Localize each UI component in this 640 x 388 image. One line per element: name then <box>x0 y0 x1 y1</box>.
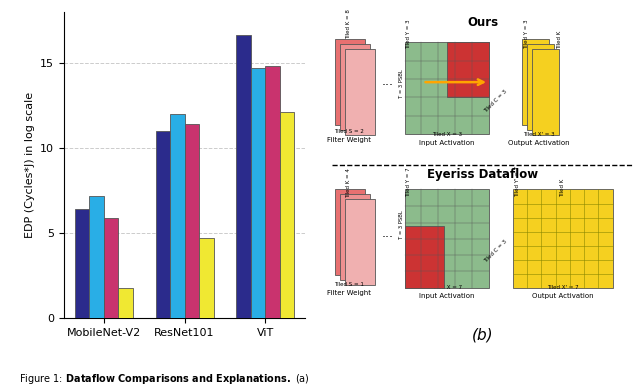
Bar <box>90 196 104 318</box>
Text: Tiled Y' = 7: Tiled Y' = 7 <box>515 165 520 197</box>
Text: Filter Weight: Filter Weight <box>327 290 371 296</box>
Text: Filter Weight: Filter Weight <box>327 137 371 143</box>
Text: Tiled X' = 3: Tiled X' = 3 <box>523 132 554 137</box>
Text: Tiled C = 3: Tiled C = 3 <box>483 239 508 264</box>
Text: Output Activation: Output Activation <box>508 140 570 146</box>
FancyBboxPatch shape <box>404 189 489 288</box>
Text: Tiled Y = 3: Tiled Y = 3 <box>406 20 411 49</box>
Text: Tiled K = 4: Tiled K = 4 <box>346 168 351 198</box>
Bar <box>184 124 199 318</box>
FancyBboxPatch shape <box>404 226 444 288</box>
FancyBboxPatch shape <box>513 189 612 288</box>
Text: Tiled Y = 7: Tiled Y = 7 <box>406 167 411 197</box>
Bar <box>118 288 133 318</box>
Text: Input Activation: Input Activation <box>419 293 474 299</box>
Text: Figure 1: $\bf{Dataflow\ Comparisons\ and\ Explanations.}$ (a): Figure 1: $\bf{Dataflow\ Comparisons\ an… <box>19 372 310 386</box>
FancyBboxPatch shape <box>527 44 554 130</box>
Text: ...: ... <box>382 75 394 88</box>
Text: Tiled S = 2: Tiled S = 2 <box>334 129 364 134</box>
FancyBboxPatch shape <box>340 194 370 280</box>
Text: Input Activation: Input Activation <box>419 140 474 146</box>
FancyBboxPatch shape <box>345 199 375 285</box>
Text: Tiled X = 7: Tiled X = 7 <box>432 285 462 290</box>
Bar <box>236 35 251 318</box>
Text: T = 3 PSBL: T = 3 PSBL <box>399 211 404 239</box>
Bar <box>170 114 184 318</box>
Text: Tiled K = 8: Tiled K = 8 <box>346 9 351 39</box>
FancyBboxPatch shape <box>335 189 365 275</box>
Text: Tiled K: Tiled K <box>557 31 562 49</box>
Text: Tiled S = 1: Tiled S = 1 <box>334 282 364 287</box>
FancyBboxPatch shape <box>447 42 489 97</box>
Bar <box>265 66 280 318</box>
Text: T = 3 PSBL: T = 3 PSBL <box>399 70 404 99</box>
Text: Output Activation: Output Activation <box>532 293 593 299</box>
Bar <box>251 68 265 318</box>
Bar <box>75 209 90 318</box>
Text: Tiled X' = 7: Tiled X' = 7 <box>547 285 579 290</box>
Text: Tiled K: Tiled K <box>560 178 564 197</box>
Text: (b): (b) <box>472 327 493 342</box>
Bar <box>280 112 294 318</box>
Bar <box>199 238 214 318</box>
Y-axis label: EDP (Cycles*J) in log scale: EDP (Cycles*J) in log scale <box>25 92 35 238</box>
Bar <box>156 131 170 318</box>
FancyBboxPatch shape <box>404 42 489 134</box>
FancyBboxPatch shape <box>335 39 365 125</box>
Text: Eyeriss Dataflow: Eyeriss Dataflow <box>428 168 538 181</box>
FancyBboxPatch shape <box>522 39 549 125</box>
FancyBboxPatch shape <box>345 49 375 135</box>
FancyBboxPatch shape <box>340 44 370 130</box>
Text: Ours: Ours <box>467 16 499 29</box>
Text: Tiled X = 3: Tiled X = 3 <box>432 132 462 137</box>
FancyBboxPatch shape <box>532 49 559 135</box>
Text: ...: ... <box>382 227 394 240</box>
Text: Tiled C = 3: Tiled C = 3 <box>483 89 508 114</box>
Bar <box>104 218 118 318</box>
Text: Tiled Y = 3: Tiled Y = 3 <box>524 20 529 49</box>
